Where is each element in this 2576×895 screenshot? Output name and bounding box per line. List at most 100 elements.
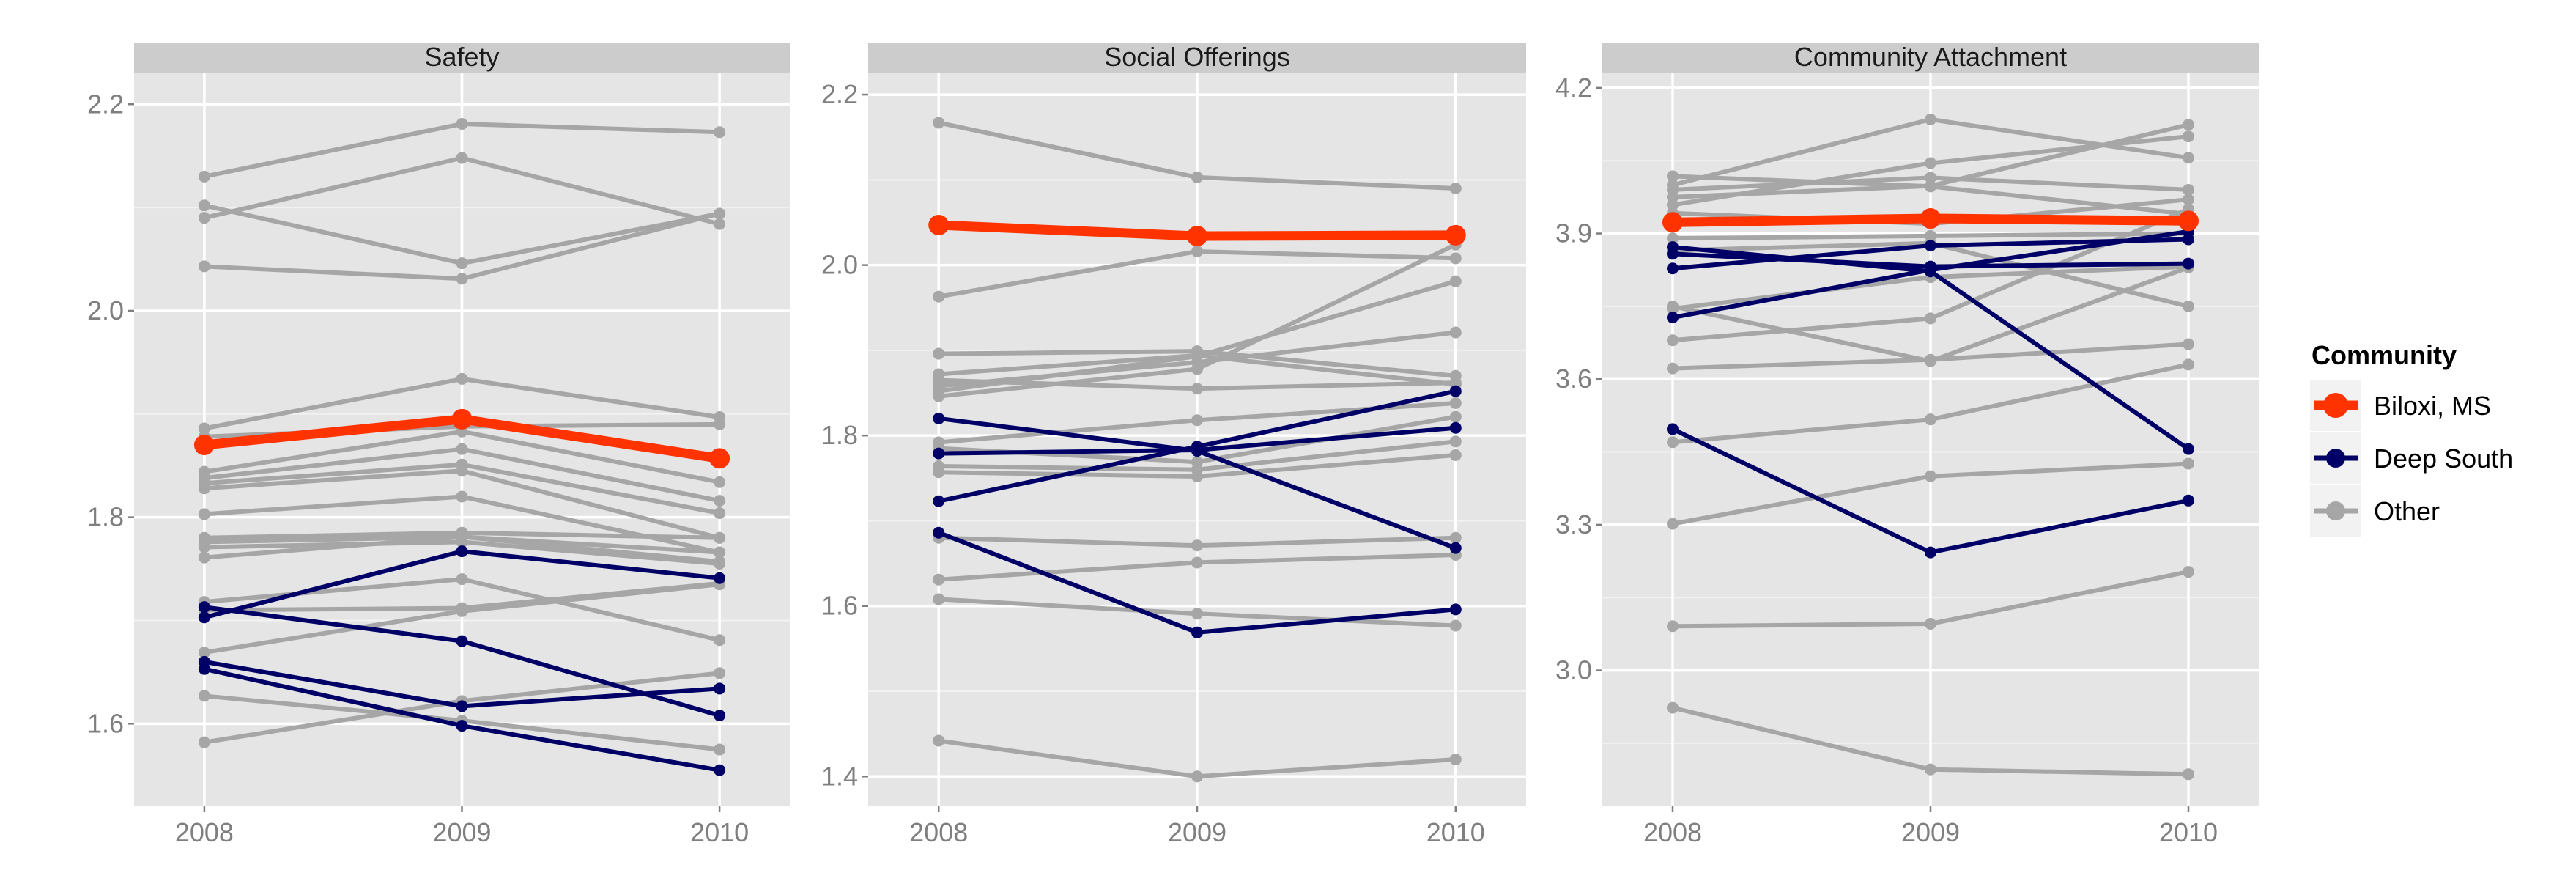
y-tick-label: 1.6 (87, 708, 124, 738)
data-point-other (198, 736, 210, 748)
data-point-other (456, 372, 468, 385)
data-point-deep-south (933, 526, 945, 539)
panel-title: Social Offerings (1104, 42, 1289, 72)
data-point-other (714, 634, 726, 647)
data-point-deep-south (1925, 546, 1936, 559)
data-point-other (933, 117, 945, 129)
data-point-deep-south (1449, 385, 1462, 397)
data-point-deep-south (1667, 262, 1679, 275)
data-point-other (2183, 358, 2194, 371)
data-point-deep-south (1449, 603, 1462, 616)
data-point-other (1191, 414, 1203, 427)
data-point-other (2183, 152, 2194, 164)
data-point-deep-south (456, 720, 468, 732)
data-point-other (714, 418, 726, 430)
data-point-other (1449, 531, 1462, 544)
panel-2: Social Offerings 1.4 1.6 1.8 2.0 2.2 2008 2009 2… (821, 42, 1526, 847)
data-point-other (1449, 377, 1462, 389)
data-point-other (1667, 701, 1679, 714)
x-tick-label: 2008 (1643, 817, 1702, 847)
y-tick-label: 2.2 (87, 89, 124, 119)
data-point-other (2183, 119, 2194, 131)
data-point-other (1449, 619, 1462, 632)
legend-item: Other (2310, 485, 2440, 537)
legend-key-point (2326, 449, 2345, 468)
y-tick-label: 1.8 (821, 420, 858, 450)
panel-title: Safety (424, 42, 499, 72)
x-tick-label: 2008 (175, 817, 234, 847)
panel-strip (1602, 43, 2259, 73)
data-point-other (198, 212, 210, 224)
data-point-other (714, 218, 726, 230)
data-point-deep-south (714, 572, 726, 584)
data-point-other (933, 290, 945, 303)
data-point-deep-south (714, 710, 726, 722)
data-point-other (1191, 383, 1203, 395)
y-tick-label: 4.2 (1555, 73, 1592, 103)
legend-label: Biloxi, MS (2374, 391, 2491, 421)
legend-label: Other (2374, 496, 2440, 526)
legend-key-point (2323, 393, 2348, 418)
y-tick-label: 3.9 (1555, 218, 1592, 248)
x-tick-label: 2009 (1901, 817, 1960, 847)
data-point-other (456, 531, 468, 543)
y-tick-label: 1.4 (821, 761, 858, 791)
data-point-other (1667, 620, 1679, 633)
data-point-deep-south (714, 682, 726, 695)
data-point-other (1191, 171, 1203, 183)
data-point-other (1191, 471, 1203, 482)
data-point-biloxi-ms (2178, 210, 2199, 232)
y-tick-label: 3.0 (1555, 655, 1592, 685)
data-point-other (1925, 180, 1936, 192)
data-point-deep-south (456, 635, 468, 647)
data-point-other (1449, 449, 1462, 461)
data-point-other (933, 734, 945, 747)
y-tick-label: 3.6 (1555, 364, 1592, 394)
y-tick-label: 2.0 (87, 295, 124, 325)
data-point-other (456, 465, 468, 477)
x-tick-label: 2010 (1426, 817, 1485, 847)
data-point-other (1449, 435, 1462, 448)
data-point-deep-south (1925, 260, 1936, 273)
legend-key-point (2326, 501, 2345, 520)
data-point-other (456, 443, 468, 455)
data-point-other (1449, 252, 1462, 265)
data-point-other (1925, 617, 1936, 630)
data-point-other (714, 476, 726, 488)
data-point-other (714, 207, 726, 220)
x-tick-label: 2009 (1168, 817, 1226, 847)
legend-title: Community (2312, 340, 2457, 370)
data-point-other (198, 422, 210, 435)
data-point-deep-south (1191, 441, 1203, 453)
data-point-biloxi-ms (1187, 226, 1207, 247)
data-point-deep-south (1667, 423, 1679, 435)
y-tick-label: 2.2 (821, 79, 858, 109)
data-point-other (714, 546, 726, 559)
data-point-other (714, 556, 726, 568)
data-point-other (456, 273, 468, 285)
panel-1: Safety 1.6 1.8 2.0 2.2 2008 2009 2010 (87, 42, 790, 847)
data-point-deep-south (2183, 494, 2194, 507)
data-point-other (198, 508, 210, 520)
data-point-other (456, 152, 468, 164)
legend-label: Deep South (2374, 443, 2513, 474)
y-tick-label: 2.0 (821, 250, 858, 280)
data-point-other (933, 390, 945, 402)
legend-item: Biloxi, MS (2310, 380, 2491, 431)
data-point-biloxi-ms (1445, 224, 1466, 246)
x-tick-label: 2010 (2159, 817, 2218, 847)
data-point-other (198, 690, 210, 702)
data-point-other (1449, 397, 1462, 409)
data-point-deep-south (933, 412, 945, 424)
data-point-other (1191, 246, 1203, 258)
data-point-other (1925, 312, 1936, 325)
data-point-deep-south (198, 663, 210, 675)
data-point-deep-south (198, 611, 210, 624)
data-point-deep-south (1449, 421, 1462, 434)
data-point-other (1449, 326, 1462, 339)
data-point-other (456, 118, 468, 130)
data-point-other (456, 573, 468, 586)
data-point-other (1925, 470, 1936, 482)
data-point-other (714, 126, 726, 139)
data-point-other (1667, 334, 1679, 347)
